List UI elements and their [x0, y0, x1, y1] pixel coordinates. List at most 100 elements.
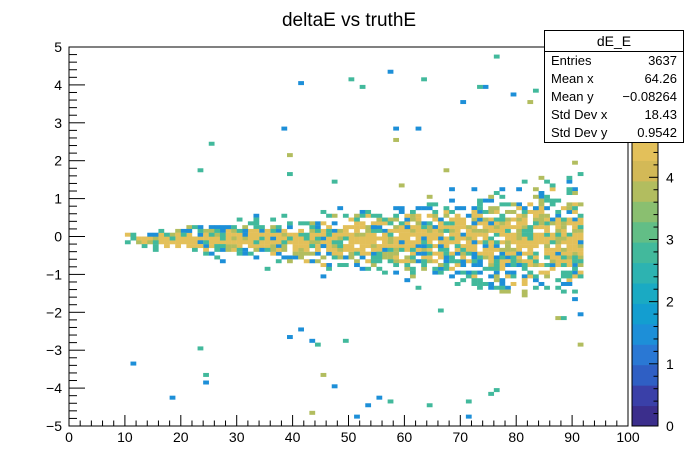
histogram-bin — [527, 228, 534, 233]
histogram-bin — [493, 221, 500, 226]
palette-band — [632, 283, 658, 304]
histogram-bin — [421, 251, 427, 256]
histogram-bin — [449, 259, 455, 264]
histogram-bin — [203, 232, 209, 237]
histogram-bin — [510, 274, 517, 279]
histogram-bin — [331, 228, 338, 233]
histogram-bin — [505, 236, 511, 241]
histogram-bin — [342, 244, 349, 249]
histogram-bin — [259, 228, 265, 233]
histogram-bin — [214, 232, 221, 237]
histogram-bin — [443, 244, 450, 249]
histogram-bin — [477, 228, 483, 233]
histogram-bin — [544, 217, 550, 222]
histogram-bin — [387, 69, 394, 74]
histogram-bin — [359, 232, 366, 237]
histogram-bin — [376, 236, 383, 241]
histogram-bin — [577, 259, 584, 264]
histogram-bin — [147, 232, 154, 237]
histogram-bin — [191, 244, 198, 249]
histogram-bin — [270, 236, 277, 241]
histogram-bin — [443, 240, 450, 245]
histogram-bin — [421, 259, 427, 264]
histogram-bin — [326, 228, 332, 233]
histogram-bin — [432, 270, 439, 275]
histogram-bin — [510, 202, 517, 207]
histogram-bin — [320, 255, 327, 260]
histogram-bin — [376, 259, 383, 264]
histogram-bin — [421, 206, 427, 211]
histogram-bin — [331, 244, 338, 249]
histogram-bin — [298, 327, 304, 332]
histogram-bin — [169, 395, 176, 400]
histogram-bin — [544, 225, 550, 230]
histogram-bin — [538, 213, 545, 218]
histogram-bin — [493, 270, 500, 275]
histogram-bin — [555, 232, 562, 237]
histogram-bin — [577, 312, 584, 317]
histogram-bin — [577, 232, 584, 237]
histogram-bin — [124, 232, 131, 237]
histogram-bin — [141, 244, 148, 249]
histogram-bin — [549, 240, 556, 245]
histogram-bin — [409, 228, 416, 233]
histogram-bin — [398, 206, 405, 211]
histogram-bin — [409, 255, 416, 260]
histogram-bin — [465, 399, 472, 404]
histogram-bin — [577, 274, 584, 279]
histogram-bin — [320, 240, 327, 245]
histogram-bin — [577, 247, 584, 252]
histogram-bin — [180, 228, 187, 233]
histogram-bin — [532, 255, 539, 260]
histogram-bin — [214, 225, 221, 230]
histogram-bin — [342, 228, 349, 233]
histogram-bin — [510, 225, 517, 230]
histogram-bin — [287, 255, 293, 260]
histogram-bin — [225, 228, 232, 233]
histogram-bin — [231, 228, 237, 233]
histogram-bin — [566, 270, 573, 275]
histogram-bin — [197, 244, 204, 249]
histogram-bin — [219, 232, 226, 237]
histogram-bin — [214, 255, 221, 260]
histogram-bin — [314, 232, 321, 237]
histogram-bin — [236, 244, 243, 249]
histogram-bin — [320, 372, 327, 377]
histogram-bin — [544, 236, 550, 241]
histogram-bin — [454, 240, 461, 245]
histogram-bin — [577, 172, 584, 177]
histogram-bin — [309, 228, 316, 233]
histogram-bin — [354, 232, 360, 237]
histogram-cells — [124, 54, 584, 419]
histogram-bin — [566, 191, 573, 196]
histogram-bin — [499, 232, 506, 237]
histogram-bin — [432, 259, 439, 264]
histogram-bin — [208, 141, 215, 146]
histogram-bin — [493, 54, 500, 59]
histogram-bin — [326, 247, 332, 252]
histogram-bin — [208, 244, 215, 249]
histogram-bin — [510, 247, 517, 252]
histogram-bin — [342, 263, 349, 268]
histogram-bin — [471, 221, 478, 226]
histogram-bin — [510, 240, 517, 245]
stats-label: Std Dev x — [551, 107, 608, 122]
histogram-bin — [560, 251, 567, 256]
histogram-bin — [505, 247, 511, 252]
histogram-bin — [482, 266, 489, 271]
histogram-bin — [236, 236, 243, 241]
histogram-bin — [532, 244, 539, 249]
histogram-bin — [203, 247, 209, 252]
histogram-bin — [544, 194, 550, 199]
histogram-bin — [214, 240, 221, 245]
histogram-bin — [141, 240, 148, 245]
histogram-bin — [532, 274, 539, 279]
z-tick-label: 4 — [666, 169, 674, 185]
stats-row-stddev-y: Std Dev y 0.9542 — [545, 124, 683, 142]
histogram-bin — [516, 263, 522, 268]
histogram-bin — [331, 255, 338, 260]
histogram-bin — [393, 251, 400, 256]
histogram-bin — [236, 251, 243, 256]
histogram-bin — [382, 240, 388, 245]
histogram-bin — [572, 263, 578, 268]
